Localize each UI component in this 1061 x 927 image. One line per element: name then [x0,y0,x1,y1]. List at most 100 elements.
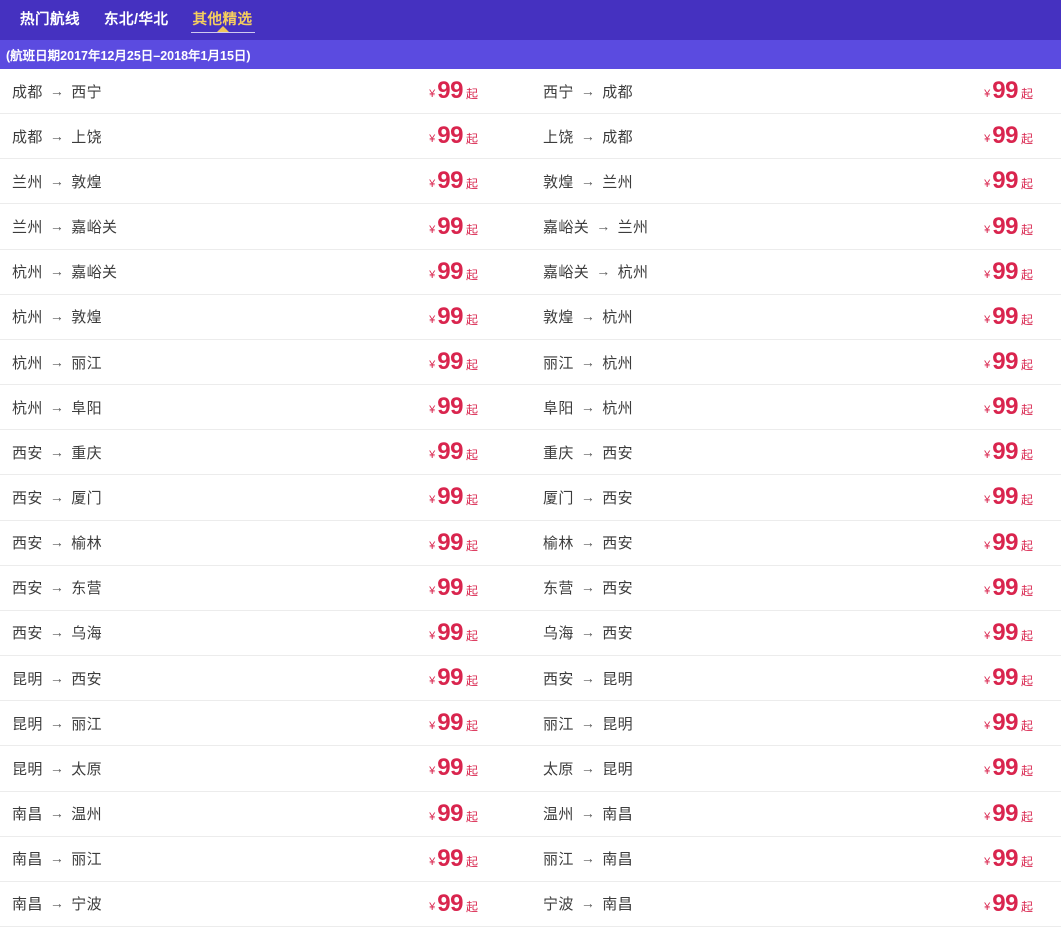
price-label[interactable]: ¥99 起 [984,350,1033,374]
route-cell-left[interactable]: 南昌 → 丽江 ¥99 起 [0,837,530,881]
route-cell-left[interactable]: 昆明 → 太原 ¥99 起 [0,746,530,790]
tab-0[interactable]: 热门航线 [8,0,92,40]
route-label[interactable]: 丽江 → 昆明 [543,713,633,734]
price-label[interactable]: ¥99 起 [429,711,478,735]
price-label[interactable]: ¥99 起 [429,395,478,419]
price-label[interactable]: ¥99 起 [429,169,478,193]
route-cell-left[interactable]: 成都 → 西宁 ¥99 起 [0,69,530,113]
price-label[interactable]: ¥99 起 [429,79,478,103]
price-label[interactable]: ¥99 起 [984,485,1033,509]
price-label[interactable]: ¥99 起 [984,666,1033,690]
route-label[interactable]: 乌海 → 西安 [543,622,633,643]
route-label[interactable]: 昆明 → 丽江 [12,713,102,734]
price-label[interactable]: ¥99 起 [984,124,1033,148]
tab-2[interactable]: 其他精选 [181,0,265,40]
price-label[interactable]: ¥99 起 [429,440,478,464]
price-label[interactable]: ¥99 起 [429,530,478,555]
route-label[interactable]: 丽江 → 杭州 [543,352,633,373]
route-cell-right[interactable]: 敦煌 → 兰州 ¥99 起 [530,159,1061,203]
price-label[interactable]: ¥99 起 [984,395,1033,419]
route-label[interactable]: 嘉峪关 → 杭州 [543,261,648,282]
route-label[interactable]: 丽江 → 南昌 [543,848,633,869]
route-cell-right[interactable]: 西安 → 昆明 ¥99 起 [530,656,1061,700]
route-cell-left[interactable]: 西安 → 厦门 ¥99 起 [0,475,530,519]
route-cell-left[interactable]: 成都 → 上饶 ¥99 起 [0,114,530,158]
route-label[interactable]: 温州 → 南昌 [543,803,633,824]
route-label[interactable]: 西安 → 厦门 [12,487,102,508]
route-label[interactable]: 杭州 → 敦煌 [12,306,102,327]
route-label[interactable]: 西安 → 重庆 [12,442,102,463]
route-label[interactable]: 杭州 → 嘉峪关 [12,261,117,282]
route-label[interactable]: 杭州 → 阜阳 [12,397,102,418]
route-cell-right[interactable]: 宁波 → 南昌 ¥99 起 [530,882,1061,926]
price-label[interactable]: ¥99 起 [984,846,1033,871]
route-label[interactable]: 敦煌 → 兰州 [543,171,633,192]
route-label[interactable]: 阜阳 → 杭州 [543,397,633,418]
tab-1[interactable]: 东北/华北 [92,0,181,40]
route-cell-left[interactable]: 西安 → 重庆 ¥99 起 [0,430,530,474]
route-label[interactable]: 南昌 → 宁波 [12,893,102,914]
route-cell-left[interactable]: 西安 → 乌海 ¥99 起 [0,611,530,655]
route-label[interactable]: 西安 → 昆明 [543,668,633,689]
route-cell-left[interactable]: 南昌 → 温州 ¥99 起 [0,792,530,836]
route-label[interactable]: 西安 → 榆林 [12,532,102,553]
route-cell-right[interactable]: 丽江 → 南昌 ¥99 起 [530,837,1061,881]
route-label[interactable]: 上饶 → 成都 [543,126,633,147]
price-label[interactable]: ¥99 起 [429,485,478,509]
route-cell-right[interactable]: 上饶 → 成都 ¥99 起 [530,114,1061,158]
price-label[interactable]: ¥99 起 [429,259,478,284]
route-label[interactable]: 重庆 → 西安 [543,442,633,463]
price-label[interactable]: ¥99 起 [984,801,1033,826]
route-cell-left[interactable]: 西安 → 榆林 ¥99 起 [0,521,530,565]
route-label[interactable]: 太原 → 昆明 [543,758,633,779]
route-label[interactable]: 成都 → 上饶 [12,126,102,147]
route-cell-right[interactable]: 嘉峪关 → 杭州 ¥99 起 [530,250,1061,294]
route-cell-right[interactable]: 厦门 → 西安 ¥99 起 [530,475,1061,519]
price-label[interactable]: ¥99 起 [429,620,478,645]
route-label[interactable]: 宁波 → 南昌 [543,893,633,914]
price-label[interactable]: ¥99 起 [984,756,1033,780]
route-cell-right[interactable]: 丽江 → 昆明 ¥99 起 [530,701,1061,745]
price-label[interactable]: ¥99 起 [429,304,478,329]
price-label[interactable]: ¥99 起 [429,575,478,600]
route-cell-left[interactable]: 西安 → 东营 ¥99 起 [0,566,530,610]
price-label[interactable]: ¥99 起 [429,891,478,916]
price-label[interactable]: ¥99 起 [429,846,478,871]
route-label[interactable]: 昆明 → 太原 [12,758,102,779]
price-label[interactable]: ¥99 起 [984,530,1033,555]
route-cell-left[interactable]: 昆明 → 丽江 ¥99 起 [0,701,530,745]
price-label[interactable]: ¥99 起 [429,666,478,690]
route-cell-right[interactable]: 敦煌 → 杭州 ¥99 起 [530,295,1061,339]
route-cell-right[interactable]: 太原 → 昆明 ¥99 起 [530,746,1061,790]
route-cell-right[interactable]: 乌海 → 西安 ¥99 起 [530,611,1061,655]
price-label[interactable]: ¥99 起 [984,169,1033,193]
price-label[interactable]: ¥99 起 [984,575,1033,600]
route-label[interactable]: 厦门 → 西安 [543,487,633,508]
price-label[interactable]: ¥99 起 [429,350,478,374]
route-cell-right[interactable]: 丽江 → 杭州 ¥99 起 [530,340,1061,384]
route-label[interactable]: 嘉峪关 → 兰州 [543,216,648,237]
price-label[interactable]: ¥99 起 [984,259,1033,284]
route-cell-left[interactable]: 杭州 → 嘉峪关 ¥99 起 [0,250,530,294]
price-label[interactable]: ¥99 起 [429,214,478,239]
route-label[interactable]: 兰州 → 敦煌 [12,171,102,192]
route-cell-left[interactable]: 杭州 → 阜阳 ¥99 起 [0,385,530,429]
route-cell-left[interactable]: 兰州 → 嘉峪关 ¥99 起 [0,204,530,248]
price-label[interactable]: ¥99 起 [984,79,1033,103]
price-label[interactable]: ¥99 起 [429,756,478,780]
price-label[interactable]: ¥99 起 [429,801,478,826]
price-label[interactable]: ¥99 起 [984,214,1033,239]
route-label[interactable]: 南昌 → 丽江 [12,848,102,869]
route-cell-right[interactable]: 嘉峪关 → 兰州 ¥99 起 [530,204,1061,248]
route-label[interactable]: 敦煌 → 杭州 [543,306,633,327]
route-cell-right[interactable]: 西宁 → 成都 ¥99 起 [530,69,1061,113]
route-cell-left[interactable]: 杭州 → 丽江 ¥99 起 [0,340,530,384]
price-label[interactable]: ¥99 起 [984,891,1033,916]
route-label[interactable]: 杭州 → 丽江 [12,352,102,373]
route-label[interactable]: 成都 → 西宁 [12,81,102,102]
route-cell-left[interactable]: 兰州 → 敦煌 ¥99 起 [0,159,530,203]
price-label[interactable]: ¥99 起 [429,124,478,148]
route-label[interactable]: 榆林 → 西安 [543,532,633,553]
route-label[interactable]: 昆明 → 西安 [12,668,102,689]
route-cell-left[interactable]: 杭州 → 敦煌 ¥99 起 [0,295,530,339]
